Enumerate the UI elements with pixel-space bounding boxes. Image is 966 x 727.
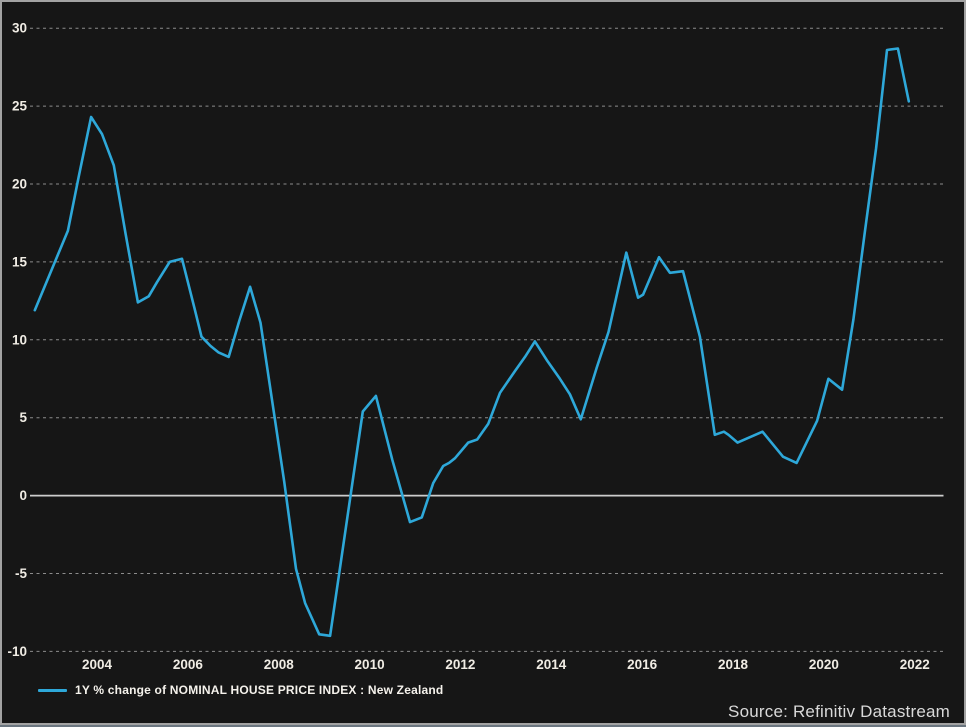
figure-bottom-edge <box>0 723 966 727</box>
y-tick-label: 10 <box>12 332 27 347</box>
x-tick-label: 2004 <box>82 657 113 672</box>
y-tick-label: 20 <box>12 177 27 192</box>
x-tick-label: 2008 <box>264 657 295 672</box>
x-tick-label: 2020 <box>809 657 839 672</box>
y-tick-label: 15 <box>12 254 28 269</box>
x-tick-label: 2022 <box>900 657 930 672</box>
legend-line-swatch <box>38 688 67 692</box>
source-credit: Source: Refinitiv Datastream <box>728 702 950 721</box>
y-tick-label: -10 <box>7 644 27 659</box>
y-tick-label: 5 <box>19 410 27 425</box>
y-tick-label: -5 <box>15 566 27 581</box>
x-tick-label: 2012 <box>445 657 475 672</box>
x-tick-label: 2018 <box>718 657 749 672</box>
y-tick-label: 30 <box>12 21 27 36</box>
legend: 1Y % change of NOMINAL HOUSE PRICE INDEX… <box>38 682 443 698</box>
series-line <box>33 47 911 638</box>
x-tick-label: 2006 <box>173 657 204 672</box>
x-tick-label: 2014 <box>536 657 567 672</box>
y-tick-label: 0 <box>19 488 27 503</box>
legend-label: 1Y % change of NOMINAL HOUSE PRICE INDEX… <box>75 683 444 697</box>
y-tick-label: 25 <box>12 99 28 114</box>
x-tick-label: 2010 <box>355 657 385 672</box>
x-tick-label: 2016 <box>627 657 658 672</box>
